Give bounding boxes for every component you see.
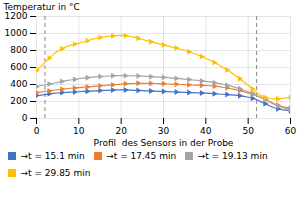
svg-text:60: 60 xyxy=(285,126,297,136)
html-text:→t = 15.1 min: →t = 15.1 min xyxy=(20,151,85,162)
svg-text:1200: 1200 xyxy=(5,11,28,21)
svg-text:40: 40 xyxy=(200,126,212,136)
svg-text:0: 0 xyxy=(34,126,40,136)
svg-text:600: 600 xyxy=(10,62,27,72)
svg-text:0: 0 xyxy=(22,113,28,123)
svg-text:20: 20 xyxy=(115,126,127,136)
html-text:→t = 19.13 min: →t = 19.13 min xyxy=(197,151,268,162)
svg-text:800: 800 xyxy=(10,45,27,55)
svg-text:400: 400 xyxy=(10,79,27,89)
html-text:→t = 17.45 min: →t = 17.45 min xyxy=(106,151,177,162)
svg-text:50: 50 xyxy=(242,126,254,136)
html-text:→t = 29.85 min: →t = 29.85 min xyxy=(20,167,91,178)
svg-text:10: 10 xyxy=(73,126,85,136)
svg-text:200: 200 xyxy=(10,96,27,106)
svg-text:Temperatur in °C: Temperatur in °C xyxy=(3,2,80,12)
svg-text:30: 30 xyxy=(158,126,170,136)
svg-text:1000: 1000 xyxy=(5,28,28,38)
svg-text:Profil des Sensors in der Pro: Profil des Sensors in der Probe xyxy=(94,138,234,148)
